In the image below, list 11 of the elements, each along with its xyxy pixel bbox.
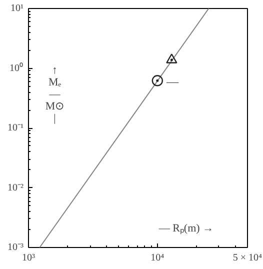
- y-tick-label: 10⁰: [10, 62, 24, 74]
- x-tick-label: 5 × 10⁴: [232, 252, 263, 264]
- x-tick-label: 10⁴: [150, 252, 165, 264]
- y-tick-label: 10¹: [10, 3, 24, 14]
- x-axis-title: — Rₚ(m) →: [158, 222, 214, 234]
- annotation: —: [166, 74, 180, 88]
- y-tick-label: 10⁻¹: [8, 122, 24, 134]
- y-tick-label: 10⁻³: [8, 242, 24, 253]
- y-axis-title: ↑ Mₑ — M⊙ |: [45, 64, 64, 125]
- y-tick-label: 10⁻²: [8, 182, 24, 194]
- x-tick-label: 10³: [22, 252, 35, 264]
